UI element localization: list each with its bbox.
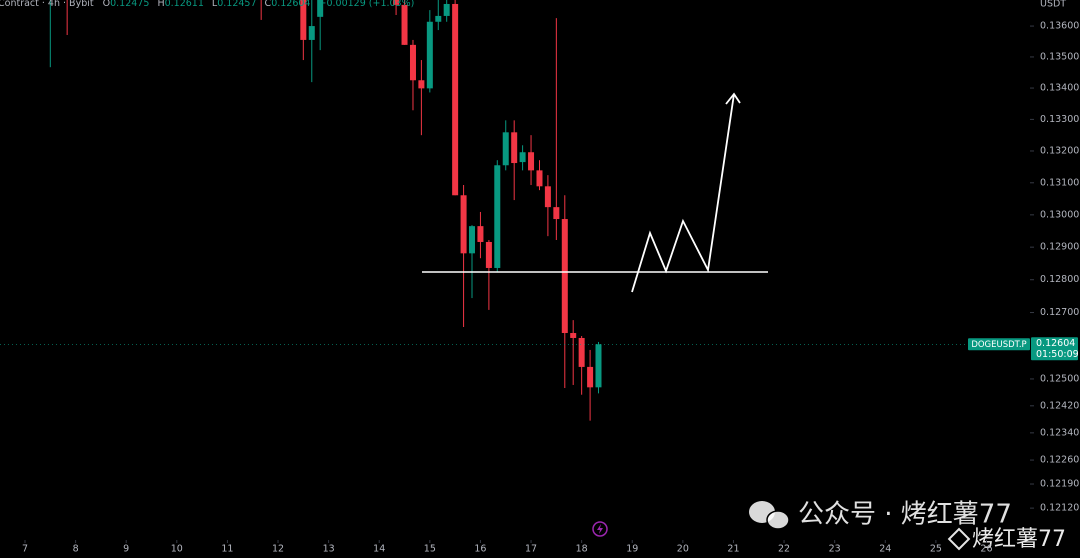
candle-body [570, 333, 577, 338]
y-tick-label: 0.13100 [1040, 177, 1079, 188]
plot-area [49, 0, 602, 421]
axis-unit: USDT [1040, 0, 1066, 10]
candle-body [401, 4, 408, 45]
c-key: C [265, 0, 272, 9]
h-key: H [157, 0, 164, 9]
x-tick-label: 13 [323, 544, 335, 555]
x-tick-label: 12 [272, 544, 284, 555]
symbol-tag-box [968, 338, 1030, 351]
x-tick-label: 9 [123, 544, 129, 555]
candle-body [477, 226, 484, 242]
projection-path [631, 93, 735, 293]
y-tick-label: 0.13200 [1040, 145, 1079, 156]
x-tick-label: 15 [424, 544, 436, 555]
y-tick-label: 0.13600 [1040, 21, 1079, 32]
arrow-head [725, 92, 741, 105]
badge-icon [947, 527, 971, 551]
x-tick-label: 16 [474, 544, 486, 555]
header-source: Contract · 4h · Bybit [0, 0, 94, 9]
change: +0.00129 (+1.03%) [319, 0, 415, 9]
x-tick-label: 7 [22, 544, 28, 555]
y-tick-label: 0.13000 [1040, 209, 1079, 220]
candle-body [418, 80, 425, 89]
y-tick-label: 0.12120 [1040, 503, 1079, 514]
y-tick-label: 0.12190 [1040, 479, 1079, 490]
x-tick-label: 8 [73, 544, 79, 555]
x-tick-label: 22 [778, 544, 790, 555]
y-tick-label: 0.12800 [1040, 274, 1079, 285]
candle-body [308, 26, 315, 40]
price-tag-box [1031, 337, 1078, 361]
candle-body [544, 186, 551, 208]
candle-body [300, 0, 307, 40]
y-tick-label: 0.12700 [1040, 307, 1079, 318]
watermark-badge: 烤红薯77 [972, 527, 1066, 552]
o-value: 0.12475 [110, 0, 149, 9]
x-tick-label: 10 [171, 544, 183, 555]
countdown: 01:50:09 [1036, 349, 1079, 360]
x-tick-label: 19 [626, 544, 638, 555]
x-tick-label: 21 [727, 544, 739, 555]
o-key: O [103, 0, 110, 9]
candle-body [409, 44, 416, 81]
candle-body [553, 207, 560, 220]
candle-body [587, 366, 594, 388]
candle-body [460, 195, 467, 254]
x-tick-label: 23 [829, 544, 841, 555]
x-tick-label: 26 [980, 544, 992, 555]
wechat-icon [749, 501, 790, 530]
candle-body [393, 0, 400, 5]
x-tick-label: 11 [221, 544, 233, 555]
candle-body [561, 219, 568, 334]
c-value: 0.12604 [271, 0, 310, 9]
symbol-tag: DOGEUSDT.P [971, 340, 1026, 350]
y-tick-label: 0.12340 [1040, 427, 1079, 438]
y-tick-label: 0.12500 [1040, 373, 1079, 384]
y-tick-label: 0.13500 [1040, 51, 1079, 62]
x-tick-label: 14 [373, 544, 385, 555]
candle-body [494, 165, 501, 268]
candle-body [452, 3, 459, 196]
x-tick-label: 25 [930, 544, 942, 555]
x-tick-label: 20 [677, 544, 689, 555]
l-value: 0.12457 [217, 0, 256, 9]
y-tick-label: 0.12420 [1040, 400, 1079, 411]
candle-body [578, 337, 585, 367]
candle-body [519, 152, 526, 163]
y-tick-label: 0.12260 [1040, 455, 1079, 466]
h-value: 0.12611 [165, 0, 204, 9]
x-tick-label: 17 [525, 544, 537, 555]
candle-body [595, 344, 602, 388]
y-tick-label: 0.13300 [1040, 114, 1079, 125]
price-tag: 0.12604 [1036, 338, 1075, 349]
candle-body [502, 132, 509, 166]
alert-icon[interactable] [592, 521, 608, 537]
watermark-line: 公众号 · 烤红薯77 [798, 500, 1012, 530]
candle-body [435, 15, 442, 22]
candle-body [443, 3, 450, 16]
candle-body [317, 0, 324, 17]
l-key: L [212, 0, 218, 9]
header: Contract · 4h · Bybit O0.12475 H0.12611 … [0, 0, 414, 9]
y-tick-label: 0.13400 [1040, 83, 1079, 94]
x-tick-label: 24 [879, 544, 891, 555]
candle-body [536, 170, 543, 187]
candle-body [485, 241, 492, 268]
candle-body [468, 226, 475, 254]
candle-body [426, 21, 433, 89]
x-tick-label: 18 [576, 544, 588, 555]
candle-body [511, 132, 518, 164]
y-tick-label: 0.12900 [1040, 242, 1079, 253]
alert-bolt [597, 524, 603, 534]
candle-body [528, 152, 535, 171]
